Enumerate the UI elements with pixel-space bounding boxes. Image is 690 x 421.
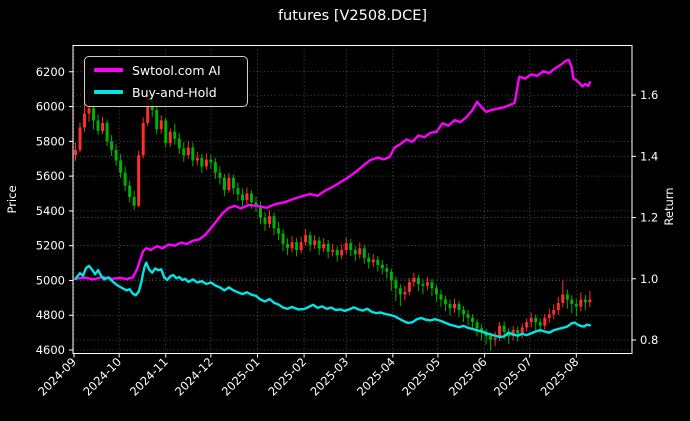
svg-text:5200: 5200 [36,239,65,253]
svg-text:6000: 6000 [36,100,65,114]
svg-text:2025-08: 2025-08 [538,355,582,399]
svg-text:4600: 4600 [36,343,65,357]
svg-text:6200: 6200 [36,65,65,79]
svg-text:1.6: 1.6 [640,88,658,102]
svg-text:0.8: 0.8 [640,333,658,347]
svg-text:5600: 5600 [36,169,65,183]
svg-text:2024-11: 2024-11 [127,355,171,399]
svg-text:2025-07: 2025-07 [491,355,535,399]
svg-text:2024-09: 2024-09 [35,355,79,399]
legend-item-ai: Swtool.com AI [94,62,238,78]
svg-text:1.4: 1.4 [640,149,658,163]
legend-label-buyhold: Buy-and-Hold [132,84,217,100]
svg-text:2025-06: 2025-06 [446,355,490,399]
svg-text:4800: 4800 [36,308,65,322]
legend: Swtool.com AI Buy-and-Hold [84,56,248,107]
svg-text:2025-01: 2025-01 [219,355,263,399]
svg-text:Price: Price [5,185,19,213]
svg-text:5800: 5800 [36,134,65,148]
svg-text:2025-03: 2025-03 [307,355,351,399]
svg-text:2024-10: 2024-10 [80,355,124,399]
legend-item-buyhold: Buy-and-Hold [94,84,238,100]
ai-line-swatch [94,68,123,72]
svg-text:2025-05: 2025-05 [399,355,443,399]
svg-text:1.2: 1.2 [640,211,658,225]
svg-text:2024-12: 2024-12 [172,355,216,399]
chart-title: futures [V2508.DCE] [277,8,428,24]
svg-text:5000: 5000 [36,273,65,287]
svg-text:1.0: 1.0 [640,272,658,286]
svg-text:2025-04: 2025-04 [354,355,398,399]
svg-text:Return: Return [662,187,676,225]
legend-label-ai: Swtool.com AI [132,62,221,78]
svg-text:5400: 5400 [36,204,65,218]
svg-text:2025-02: 2025-02 [265,355,309,399]
buyhold-line-swatch [94,90,123,94]
